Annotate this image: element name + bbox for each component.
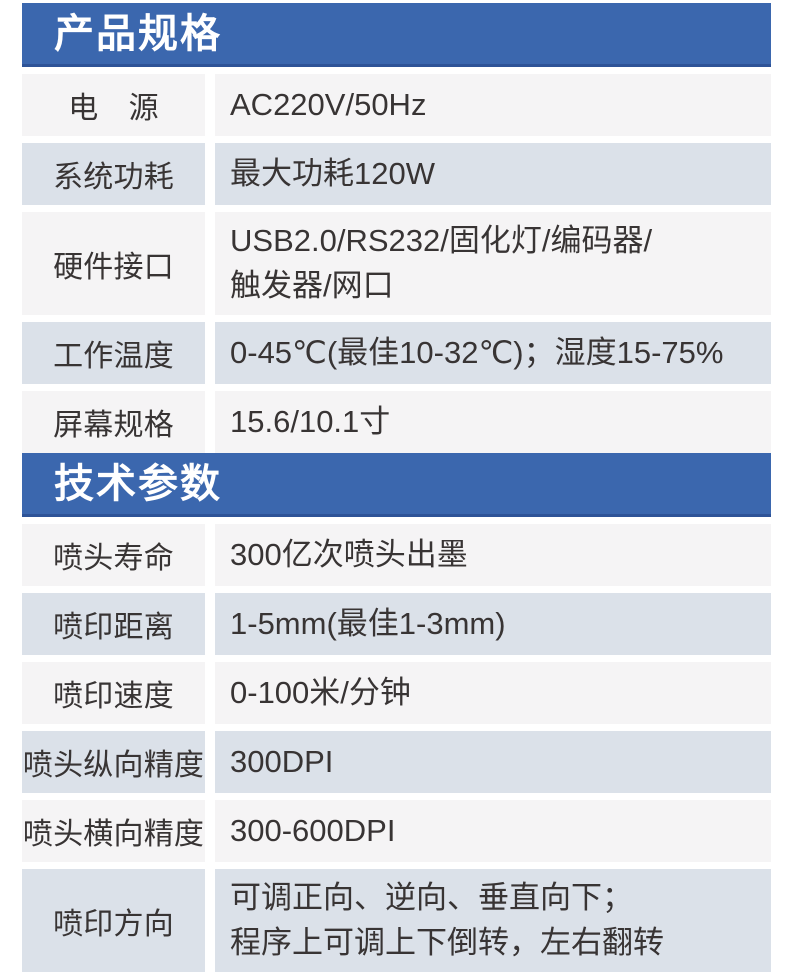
spec-row-printhead-life: 喷头寿命 300亿次喷头出墨 bbox=[22, 524, 771, 586]
spec-row-screen-size: 屏幕规格 15.6/10.1寸 bbox=[22, 391, 771, 453]
spec-value: 最大功耗120W bbox=[215, 143, 771, 205]
spec-label: 喷头纵向精度 bbox=[22, 731, 205, 793]
section-header-bar: 技术参数 bbox=[22, 453, 771, 517]
spec-value: 300-600DPI bbox=[215, 800, 771, 862]
spec-value: 0-45℃(最佳10-32℃)；湿度15-75% bbox=[215, 322, 771, 384]
spec-row-vertical-resolution: 喷头纵向精度 300DPI bbox=[22, 731, 771, 793]
spec-label: 电 源 bbox=[22, 74, 205, 136]
spec-row-horizontal-resolution: 喷头横向精度 300-600DPI bbox=[22, 800, 771, 862]
spec-label: 喷印距离 bbox=[22, 593, 205, 655]
spec-row-system-power: 系统功耗 最大功耗120W bbox=[22, 143, 771, 205]
spec-value: 1-5mm(最佳1-3mm) bbox=[215, 593, 771, 655]
spec-label: 屏幕规格 bbox=[22, 391, 205, 453]
spec-label: 喷印方向 bbox=[22, 869, 205, 972]
section-header-bar: 产品规格 bbox=[22, 3, 771, 67]
spec-row-print-direction: 喷印方向 可调正向、逆向、垂直向下； 程序上可调上下倒转，左右翻转 bbox=[22, 869, 771, 972]
spec-value: 0-100米/分钟 bbox=[215, 662, 771, 724]
section-product-specs: 产品规格 电 源 AC220V/50Hz 系统功耗 最大功耗120W 硬件接口 … bbox=[22, 3, 771, 453]
section-technical-params: 技术参数 喷头寿命 300亿次喷头出墨 喷印距离 1-5mm(最佳1-3mm) … bbox=[22, 453, 771, 972]
spec-row-hardware-interface: 硬件接口 USB2.0/RS232/固化灯/编码器/ 触发器/网口 bbox=[22, 212, 771, 315]
spec-label: 喷印速度 bbox=[22, 662, 205, 724]
spec-label: 系统功耗 bbox=[22, 143, 205, 205]
spec-row-print-speed: 喷印速度 0-100米/分钟 bbox=[22, 662, 771, 724]
section-title: 产品规格 bbox=[54, 11, 222, 56]
spec-row-print-distance: 喷印距离 1-5mm(最佳1-3mm) bbox=[22, 593, 771, 655]
section-title: 技术参数 bbox=[54, 461, 222, 506]
spec-value: 300DPI bbox=[215, 731, 771, 793]
spec-label: 工作温度 bbox=[22, 322, 205, 384]
spec-value: USB2.0/RS232/固化灯/编码器/ 触发器/网口 bbox=[215, 212, 771, 315]
spec-label: 硬件接口 bbox=[22, 212, 205, 315]
spec-label: 喷头横向精度 bbox=[22, 800, 205, 862]
spec-label: 喷头寿命 bbox=[22, 524, 205, 586]
spec-value: 可调正向、逆向、垂直向下； 程序上可调上下倒转，左右翻转 bbox=[215, 869, 771, 972]
spec-value: 300亿次喷头出墨 bbox=[215, 524, 771, 586]
spec-row-working-temperature: 工作温度 0-45℃(最佳10-32℃)；湿度15-75% bbox=[22, 322, 771, 384]
spec-value: AC220V/50Hz bbox=[215, 74, 771, 136]
spec-value: 15.6/10.1寸 bbox=[215, 391, 771, 453]
spec-row-power: 电 源 AC220V/50Hz bbox=[22, 74, 771, 136]
